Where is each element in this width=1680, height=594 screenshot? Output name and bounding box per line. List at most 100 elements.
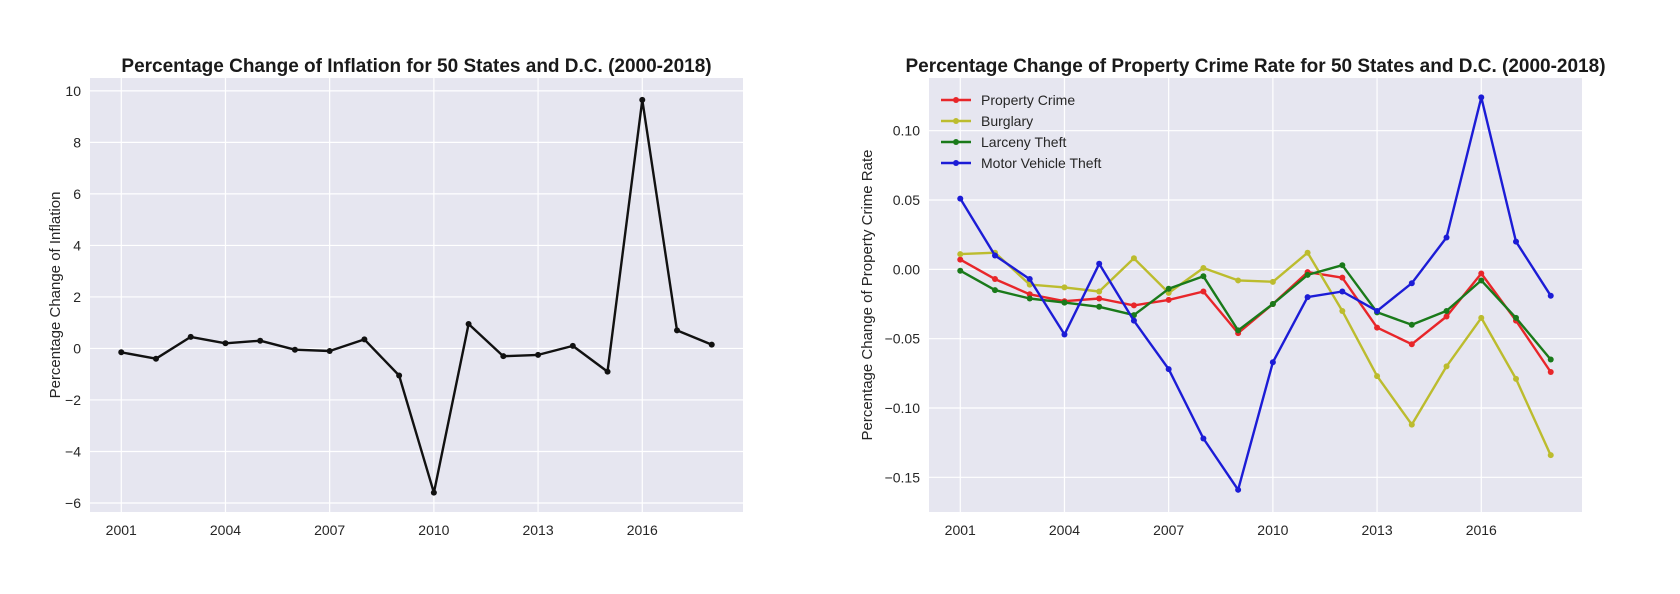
property-crime-burglary-point — [1304, 249, 1311, 256]
property-crime-larceny-theft-point — [1478, 277, 1485, 284]
property-crime-y-tick-label: 0.00 — [893, 261, 920, 277]
property-crime-property-crime-point — [1443, 313, 1450, 320]
inflation-plot-area — [90, 78, 743, 512]
property-crime-burglary-point — [1269, 278, 1276, 285]
property-crime-y-axis-label: Percentage Change of Property Crime Rate — [859, 150, 876, 441]
inflation-x-tick-label: 2004 — [210, 522, 241, 538]
property-crime-y-tick-label: −0.05 — [885, 331, 921, 347]
property-crime-burglary-point — [1547, 452, 1554, 459]
property-crime-y-tick-label: −0.10 — [885, 400, 921, 416]
legend-property-crime-marker — [953, 97, 959, 103]
property-crime-larceny-theft-point — [1165, 285, 1172, 292]
property-crime-burglary-point — [1478, 314, 1485, 321]
property-crime-motor-vehicle-theft-point — [1339, 288, 1346, 295]
property-crime-x-tick-label: 2013 — [1361, 522, 1392, 538]
inflation-y-tick-label: 6 — [73, 186, 81, 202]
property-crime-property-crime-point — [1200, 288, 1207, 295]
property-crime-chart: 2001 2004 2007 2010 2013 2016 −0.15 −0.10 −0.05 0… — [859, 56, 1606, 538]
property-crime-motor-vehicle-theft-point — [1026, 276, 1033, 283]
property-crime-ticks: 2001 2004 2007 2010 2013 2016 −0.15 −0.10 −0.05 0… — [885, 123, 1497, 538]
property-crime-burglary-point — [1061, 284, 1068, 291]
inflation-series-0-point — [674, 327, 681, 334]
inflation-y-tick-label: 8 — [73, 134, 81, 150]
property-crime-property-crime-point — [1026, 291, 1033, 298]
property-crime-property-crime-point — [1408, 341, 1415, 348]
inflation-y-tick-label: 4 — [73, 237, 81, 253]
property-crime-motor-vehicle-theft-point — [1374, 307, 1381, 314]
property-crime-larceny-theft-line — [959, 264, 1552, 361]
inflation-chart: 2001 2004 2007 2010 2013 2016 −6 −4 −2 0 2 4 6 8 10 Pe… — [47, 56, 743, 538]
property-crime-larceny-theft-point — [1096, 303, 1103, 310]
property-crime-motor-vehicle-theft-point — [1061, 331, 1068, 338]
property-crime-larceny-theft-point — [991, 287, 998, 294]
property-crime-series — [957, 94, 1554, 493]
property-crime-property-crime-point — [1478, 270, 1485, 277]
legend-larceny-theft-marker — [953, 139, 959, 145]
inflation-chart-title: Percentage Change of Inflation for 50 St… — [121, 56, 711, 77]
property-crime-motor-vehicle-theft-point — [1478, 94, 1485, 101]
property-crime-larceny-theft-point — [1547, 356, 1554, 363]
legend-property-crime-label: Property Crime — [981, 92, 1075, 108]
property-crime-x-tick-label: 2016 — [1466, 522, 1497, 538]
property-crime-property-crime-point — [1165, 296, 1172, 303]
property-crime-larceny-theft-point — [1235, 327, 1242, 334]
property-crime-motor-vehicle-theft-point — [1165, 366, 1172, 373]
property-crime-y-tick-label: 0.10 — [893, 123, 920, 139]
inflation-y-tick-label: −4 — [65, 443, 81, 459]
property-crime-motor-vehicle-theft-point — [1235, 486, 1242, 493]
property-crime-larceny-theft-point — [1061, 299, 1068, 306]
property-crime-property-crime-point — [1130, 302, 1137, 309]
inflation-y-tick-label: 2 — [73, 289, 81, 305]
property-crime-larceny-theft-point — [1443, 307, 1450, 314]
inflation-y-tick-label: −6 — [65, 495, 81, 511]
inflation-series-0-point — [569, 342, 576, 349]
inflation-y-tick-label: 0 — [73, 340, 81, 356]
property-crime-burglary-point — [1339, 307, 1346, 314]
property-crime-legend: Property Crime Burglary Larceny Theft Motor… — [941, 92, 1101, 171]
legend-motor-vehicle-theft-marker — [953, 160, 959, 166]
property-crime-motor-vehicle-theft-point — [1443, 234, 1450, 241]
legend-motor-vehicle-theft-label: Motor Vehicle Theft — [981, 155, 1101, 171]
property-crime-larceny-theft-point — [1269, 301, 1276, 308]
property-crime-y-tick-label: −0.15 — [885, 469, 921, 485]
property-crime-motor-vehicle-theft-point — [1408, 280, 1415, 287]
property-crime-property-crime-point — [957, 256, 964, 263]
property-crime-motor-vehicle-theft-point — [1096, 260, 1103, 267]
inflation-series-0-point — [361, 336, 368, 343]
property-crime-burglary-line — [960, 251, 1552, 456]
legend-burglary-label: Burglary — [981, 113, 1033, 129]
property-crime-burglary-point — [957, 251, 964, 258]
property-crime-larceny-theft-point — [1408, 321, 1415, 328]
inflation-series-0-point — [118, 349, 125, 356]
inflation-series-0-point — [500, 353, 507, 360]
property-crime-property-crime-point — [1374, 324, 1381, 331]
property-crime-larceny-theft-point — [1026, 295, 1033, 302]
inflation-series-0-point — [257, 337, 264, 344]
inflation-series-0-point — [465, 320, 472, 327]
inflation-series-0-point — [604, 368, 611, 375]
inflation-series-0-point — [396, 372, 403, 379]
property-crime-property-crime-point — [1096, 295, 1103, 302]
property-crime-motor-vehicle-theft-point — [1513, 238, 1520, 245]
inflation-series-0-point — [708, 341, 715, 348]
inflation-x-tick-label: 2016 — [627, 522, 658, 538]
property-crime-larceny-theft-point — [1304, 271, 1311, 278]
inflation-x-tick-label: 2007 — [314, 522, 345, 538]
property-crime-motor-vehicle-theft-point — [1269, 359, 1276, 366]
inflation-series-0-point — [152, 355, 159, 362]
inflation-series-0-point — [639, 96, 646, 103]
inflation-y-tick-label: 10 — [65, 83, 81, 99]
inflation-x-tick-label: 2001 — [106, 522, 137, 538]
property-crime-chart-title: Percentage Change of Property Crime Rate… — [905, 56, 1605, 77]
inflation-series-0-line — [121, 98, 713, 494]
property-crime-burglary-point — [1235, 277, 1242, 284]
inflation-series-0-point — [222, 340, 229, 347]
inflation-y-axis-label: Percentage Change of Inflation — [47, 192, 64, 399]
inflation-series-0-point — [535, 351, 542, 358]
property-crime-motor-vehicle-theft-point — [1304, 294, 1311, 301]
property-crime-burglary-point — [1130, 255, 1137, 262]
inflation-series — [118, 96, 715, 496]
property-crime-larceny-theft-point — [957, 267, 964, 274]
legend-burglary-marker — [953, 118, 959, 124]
